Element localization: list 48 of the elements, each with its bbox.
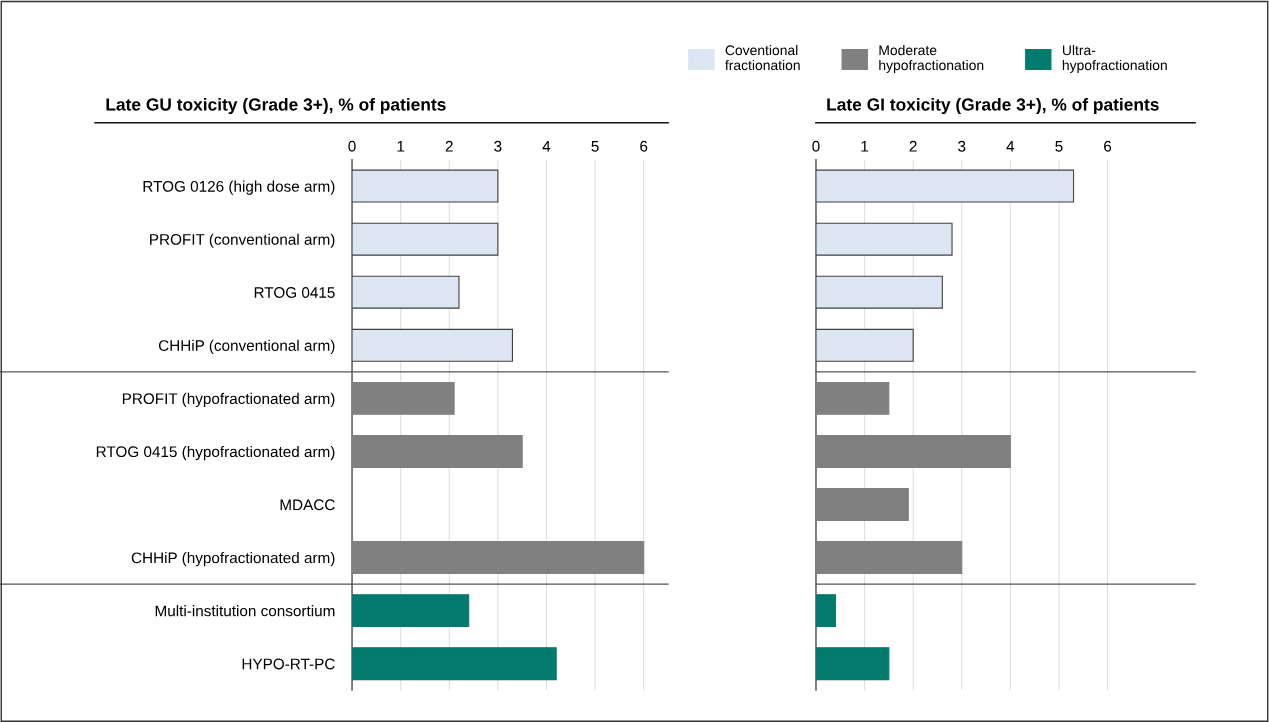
y-tick-label: PROFIT (hypofractionated arm) xyxy=(122,392,335,408)
chart-title: Late GU toxicity (Grade 3+), % of patients xyxy=(106,97,446,115)
bar xyxy=(352,328,513,362)
bar xyxy=(815,222,953,256)
legend-label: Moderate hypofractionation xyxy=(879,44,984,73)
bar xyxy=(815,275,943,309)
x-tick-label: 4 xyxy=(1006,141,1015,152)
bar xyxy=(352,275,460,309)
bar xyxy=(815,488,909,521)
y-tick-label: CHHiP (conventional arm) xyxy=(158,339,335,354)
bar xyxy=(352,541,645,575)
y-tick-label: HYPO-RT-PC xyxy=(242,658,335,670)
x-tick-label: 0 xyxy=(348,140,356,152)
y-tick-label: PROFIT (conventional arm) xyxy=(150,233,335,248)
chart-title: Late GI toxicity (Grade 3+), % of patients xyxy=(827,97,1159,115)
y-tick-label: RTOG 0126 (high dose arm) xyxy=(143,180,335,195)
bar xyxy=(352,222,499,256)
x-tick-label: 4 xyxy=(542,141,551,152)
x-tick-label: 5 xyxy=(1055,141,1063,152)
x-tick-label: 1 xyxy=(397,141,405,152)
legend-label: Coventional fractionation xyxy=(725,44,800,71)
bar xyxy=(352,381,455,415)
x-tick-label: 6 xyxy=(1104,140,1112,152)
y-tick-label: MDACC xyxy=(280,499,335,511)
x-tick-label: 2 xyxy=(445,140,453,152)
x-tick-label: 6 xyxy=(640,140,648,152)
y-tick-label: Multi-institution consortium xyxy=(155,605,335,617)
bar xyxy=(815,647,890,681)
y-tick-label: RTOG 0415 xyxy=(254,287,335,298)
y-tick-label: CHHiP (hypofractionated arm) xyxy=(131,552,335,567)
bar xyxy=(815,541,963,575)
bar xyxy=(352,169,499,203)
bar xyxy=(815,381,890,415)
x-tick-label: 3 xyxy=(958,140,966,152)
bar xyxy=(815,169,1075,203)
x-tick-label: 3 xyxy=(494,140,502,152)
y-tick-label: RTOG 0415 (hypofractionated arm) xyxy=(96,445,335,461)
bar xyxy=(352,647,557,681)
x-tick-label: 2 xyxy=(909,140,917,152)
bar xyxy=(815,328,914,362)
x-tick-label: 0 xyxy=(812,140,820,152)
bar xyxy=(352,594,470,628)
legend-label: Ultra- hypofractionation xyxy=(1062,44,1167,73)
bar xyxy=(352,434,523,468)
bar xyxy=(815,434,1011,468)
x-tick-label: 5 xyxy=(591,141,599,152)
x-tick-label: 1 xyxy=(861,141,869,152)
bar xyxy=(815,594,836,628)
